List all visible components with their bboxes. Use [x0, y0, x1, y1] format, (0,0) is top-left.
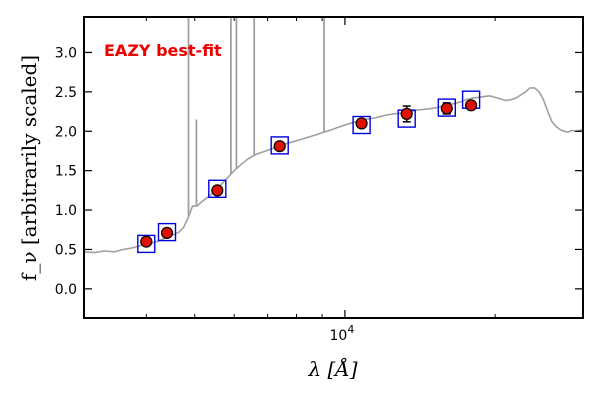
y-tick-label: 1.0 [55, 203, 77, 219]
observed-photometry-point [140, 235, 153, 248]
y-tick-label: 1.5 [55, 164, 77, 180]
observed-photometry-point [355, 117, 368, 130]
x-tick-label: 104 [330, 323, 355, 344]
model-photometry-square [137, 234, 156, 254]
annotation-label: EAZY best-fit [104, 41, 222, 60]
y-tick-label: 2.5 [55, 85, 77, 101]
y-tick-label: 0.0 [55, 282, 77, 298]
observed-photometry-point [160, 226, 174, 239]
observed-photometry-point [273, 140, 286, 153]
y-axis-title: f_ν [arbitrarily scaled] [17, 55, 41, 281]
model-photometry-square [270, 136, 289, 155]
plot-frame [83, 16, 584, 319]
model-photometry-square [437, 98, 456, 117]
observed-photometry-point [440, 102, 453, 115]
model-photometry-square [208, 179, 227, 199]
y-tick-label: 3.0 [55, 45, 77, 61]
observed-photometry-point [465, 99, 478, 112]
observed-photometry-point [211, 184, 224, 197]
y-tick-label: 2.0 [55, 124, 77, 140]
y-tick-label: 0.5 [55, 242, 77, 258]
model-photometry-square [157, 222, 177, 242]
x-axis-title: λ [Å] [307, 356, 357, 381]
observed-photometry-point [400, 107, 413, 121]
model-photometry-square [352, 115, 371, 135]
